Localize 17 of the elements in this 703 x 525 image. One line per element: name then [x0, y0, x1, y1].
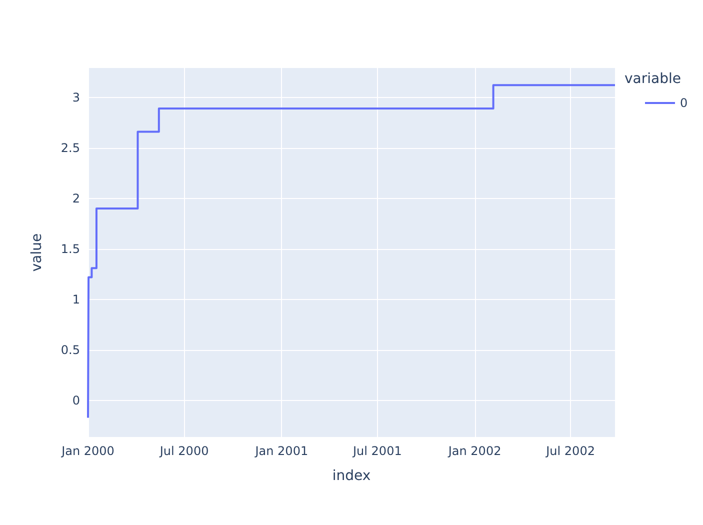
legend-title: variable [624, 71, 682, 87]
y-tick-label: 2 [72, 191, 80, 206]
x-tick-label: Jul 2002 [545, 444, 595, 458]
x-tick-label: Jan 2002 [447, 444, 502, 458]
y-tick-label: 0 [72, 394, 80, 408]
x-tick-label: Jul 2001 [352, 444, 402, 458]
legend-label: 0 [680, 96, 688, 110]
y-tick-label: 1.5 [60, 242, 80, 256]
y-tick-label: 3 [72, 90, 80, 104]
y-tick-label: 2.5 [60, 140, 80, 155]
y-tick-label: 0.5 [60, 343, 80, 358]
x-axis-title: index [332, 468, 371, 484]
y-axis-title: value [29, 233, 45, 272]
x-tick-label: Jan 2001 [254, 444, 308, 458]
y-tick-label: 1 [72, 292, 80, 307]
x-tick-label: Jul 2000 [158, 444, 209, 458]
x-tick-label: Jan 2000 [60, 444, 114, 458]
